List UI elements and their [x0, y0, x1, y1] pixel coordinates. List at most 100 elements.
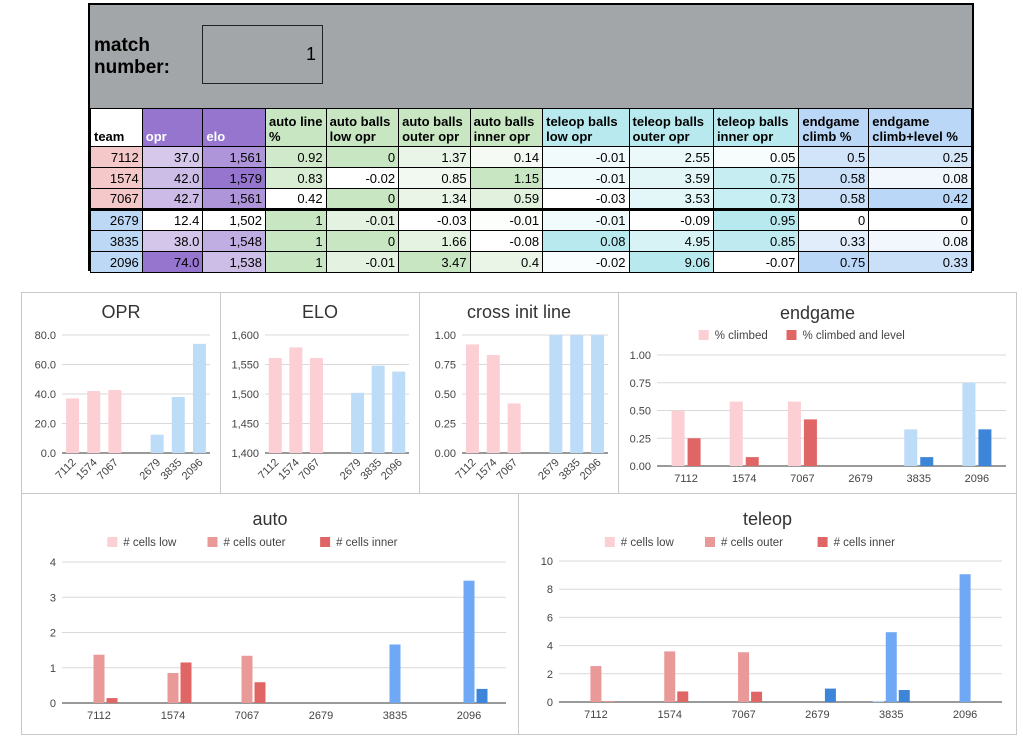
cell-end_climb[interactable]: 0	[798, 208, 870, 231]
cell-team[interactable]: 3835	[90, 230, 143, 252]
cell-auto_line[interactable]: 0.83	[265, 167, 327, 189]
bar-teleop-2096-s1[interactable]	[959, 574, 971, 702]
cell-team[interactable]: 2679	[90, 208, 143, 231]
cell-tele_inner[interactable]: 0.75	[712, 167, 800, 189]
cell-end_level[interactable]: 0	[868, 208, 972, 231]
cell-opr[interactable]: 37.0	[141, 146, 204, 168]
cell-auto_outer[interactable]: 0.85	[398, 167, 471, 189]
cell-auto_low[interactable]: -0.02	[325, 167, 400, 189]
bar-endgame-7112-s0[interactable]	[671, 410, 685, 467]
bar-endgame-7112-s1[interactable]	[687, 438, 701, 466]
cell-tele_outer[interactable]: -0.09	[628, 208, 714, 231]
bar-endgame-3835-s1[interactable]	[920, 457, 934, 466]
cell-end_climb[interactable]: 0.75	[798, 251, 870, 273]
cell-auto_outer[interactable]: 1.66	[398, 230, 471, 252]
cell-tele_low[interactable]: 0.08	[542, 230, 630, 252]
cell-auto_low[interactable]: -0.01	[325, 251, 400, 273]
cell-auto_low[interactable]: 0	[325, 230, 400, 252]
bar-elo-1574-s0[interactable]	[289, 347, 303, 453]
cell-end_level[interactable]: 0.33	[868, 251, 972, 273]
cell-auto_inner[interactable]: -0.08	[469, 230, 544, 252]
bar-auto-2096-s2[interactable]	[476, 688, 488, 703]
cell-auto_line[interactable]: 1	[265, 251, 327, 273]
cell-end_climb[interactable]: 0.58	[798, 167, 870, 189]
cell-end_climb[interactable]: 0.5	[798, 146, 870, 168]
cell-end_level[interactable]: 0.42	[868, 188, 972, 210]
cell-auto_inner[interactable]: 0.59	[469, 188, 544, 210]
bar-auto-2096-s1[interactable]	[463, 580, 475, 703]
bar-opr-1574-s0[interactable]	[87, 391, 101, 453]
bar-endgame-1574-s0[interactable]	[729, 401, 743, 466]
cell-team[interactable]: 7067	[90, 188, 143, 210]
cell-auto_line[interactable]: 1	[265, 230, 327, 252]
bar-opr-3835-s0[interactable]	[171, 396, 185, 453]
cell-tele_low[interactable]: -0.01	[542, 167, 630, 189]
cell-end_level[interactable]: 0.08	[868, 230, 972, 252]
cell-tele_low[interactable]: -0.03	[542, 188, 630, 210]
cell-tele_low[interactable]: -0.02	[542, 251, 630, 273]
bar-teleop-7112-s2[interactable]	[603, 701, 615, 702]
cell-tele_outer[interactable]: 3.59	[628, 167, 714, 189]
cell-end_climb[interactable]: 0.58	[798, 188, 870, 210]
cell-auto_line[interactable]: 0.92	[265, 146, 327, 168]
bar-teleop-7067-s2[interactable]	[751, 691, 763, 702]
cell-elo[interactable]: 1,548	[202, 230, 267, 252]
cell-auto_inner[interactable]: 0.14	[469, 146, 544, 168]
bar-auto-1574-s1[interactable]	[167, 673, 179, 703]
cell-tele_outer[interactable]: 2.55	[628, 146, 714, 168]
cell-auto_line[interactable]: 0.42	[265, 188, 327, 210]
cell-auto_outer[interactable]: 3.47	[398, 251, 471, 273]
cell-tele_outer[interactable]: 9.06	[628, 251, 714, 273]
bar-endgame-1574-s1[interactable]	[745, 457, 759, 466]
cell-team[interactable]: 7112	[90, 146, 143, 168]
bar-teleop-7067-s1[interactable]	[738, 652, 750, 702]
bar-elo-3835-s0[interactable]	[371, 365, 385, 453]
bar-auto-7112-s2[interactable]	[106, 698, 118, 703]
cell-elo[interactable]: 1,579	[202, 167, 267, 189]
cell-opr[interactable]: 74.0	[141, 251, 204, 273]
bar-auto-7067-s1[interactable]	[241, 655, 253, 703]
cell-auto_line[interactable]: 1	[265, 208, 327, 231]
cell-tele_low[interactable]: -0.01	[542, 146, 630, 168]
bar-teleop-1574-s1[interactable]	[664, 651, 676, 702]
cell-team[interactable]: 2096	[90, 251, 143, 273]
bar-cross-1574-s0[interactable]	[486, 355, 500, 453]
bar-teleop-3835-s0[interactable]	[872, 700, 884, 702]
bar-teleop-3835-s2[interactable]	[898, 690, 910, 702]
bar-endgame-7067-s0[interactable]	[787, 401, 801, 466]
bar-auto-1574-s2[interactable]	[180, 662, 192, 703]
cell-auto_inner[interactable]: 0.4	[469, 251, 544, 273]
cell-tele_inner[interactable]: 0.95	[712, 208, 800, 231]
bar-auto-7067-s2[interactable]	[254, 682, 266, 703]
cell-auto_outer[interactable]: 1.37	[398, 146, 471, 168]
bar-opr-2096-s0[interactable]	[192, 343, 206, 453]
bar-teleop-3835-s1[interactable]	[885, 632, 897, 702]
cell-end_climb[interactable]: 0.33	[798, 230, 870, 252]
cell-auto_inner[interactable]: -0.01	[469, 208, 544, 231]
cell-tele_outer[interactable]: 3.53	[628, 188, 714, 210]
cell-team[interactable]: 1574	[90, 167, 143, 189]
cell-elo[interactable]: 1,502	[202, 208, 267, 231]
bar-cross-3835-s0[interactable]	[570, 335, 584, 453]
cell-auto_low[interactable]: 0	[325, 188, 400, 210]
cell-tele_inner[interactable]: -0.07	[712, 251, 800, 273]
cell-elo[interactable]: 1,538	[202, 251, 267, 273]
bar-auto-3835-s1[interactable]	[389, 644, 401, 703]
cell-opr[interactable]: 38.0	[141, 230, 204, 252]
cell-opr[interactable]: 42.7	[141, 188, 204, 210]
bar-opr-7112-s0[interactable]	[66, 398, 80, 453]
bar-endgame-3835-s0[interactable]	[904, 429, 918, 466]
cell-auto_inner[interactable]: 1.15	[469, 167, 544, 189]
bar-elo-7067-s0[interactable]	[309, 358, 323, 453]
cell-auto_low[interactable]: 0	[325, 146, 400, 168]
cell-tele_inner[interactable]: 0.73	[712, 188, 800, 210]
cell-elo[interactable]: 1,561	[202, 188, 267, 210]
bar-endgame-7067-s1[interactable]	[803, 419, 817, 466]
cell-auto_outer[interactable]: -0.03	[398, 208, 471, 231]
cell-tele_inner[interactable]: 0.85	[712, 230, 800, 252]
bar-teleop-1574-s2[interactable]	[677, 691, 689, 702]
bar-elo-7112-s0[interactable]	[268, 358, 282, 453]
bar-teleop-7112-s1[interactable]	[590, 666, 602, 702]
cell-tele_inner[interactable]: 0.05	[712, 146, 800, 168]
cell-tele_low[interactable]: -0.01	[542, 208, 630, 231]
